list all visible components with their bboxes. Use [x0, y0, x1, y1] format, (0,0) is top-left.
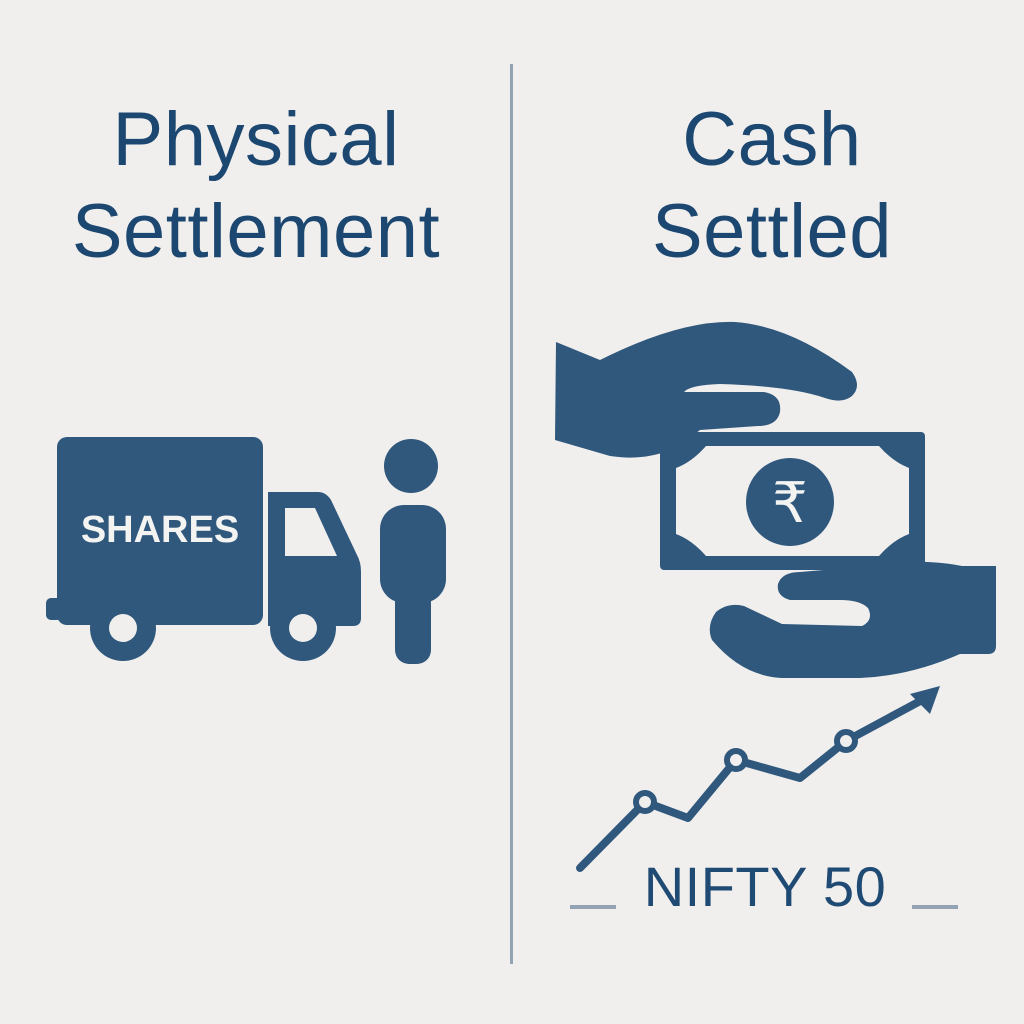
- person-head: [384, 439, 438, 493]
- trend-point: [633, 790, 657, 814]
- truck-rear-bumper: [46, 598, 62, 620]
- truck-cargo-box: [57, 437, 263, 625]
- heading-line-2: Settlement: [71, 189, 441, 274]
- rupee-symbol: ₹: [772, 471, 808, 536]
- wheel-front-hub: [289, 614, 317, 642]
- lower-hand-icon: [709, 561, 996, 678]
- nifty-50-label: NIFTY 50: [643, 855, 887, 918]
- trend-line: [576, 695, 928, 872]
- banknote-corner-accents: [676, 446, 909, 556]
- wheel-rear-hub: [109, 614, 137, 642]
- baseline-right: [912, 905, 958, 909]
- trend-markers: [633, 729, 858, 814]
- heading-line-1: Physical: [112, 97, 400, 182]
- panel-divider: [510, 64, 513, 964]
- truck-window: [285, 508, 337, 556]
- trend-point: [724, 748, 748, 772]
- rupee-coin: [746, 458, 834, 546]
- truck-label: SHARES: [81, 509, 239, 551]
- person-legs: [395, 560, 431, 664]
- truck-wheels: [90, 595, 336, 661]
- baseline-left: [570, 905, 616, 909]
- physical-settlement-heading: Physical Settlement: [0, 94, 512, 278]
- cash-settled-heading: Cash Settled: [512, 94, 1024, 278]
- trend-arrowhead-icon: [910, 686, 940, 714]
- heading-line-1: Cash: [682, 97, 862, 182]
- trend-point: [834, 729, 858, 753]
- upper-hand-icon: [555, 321, 857, 458]
- heading-line-2: Settled: [651, 189, 893, 274]
